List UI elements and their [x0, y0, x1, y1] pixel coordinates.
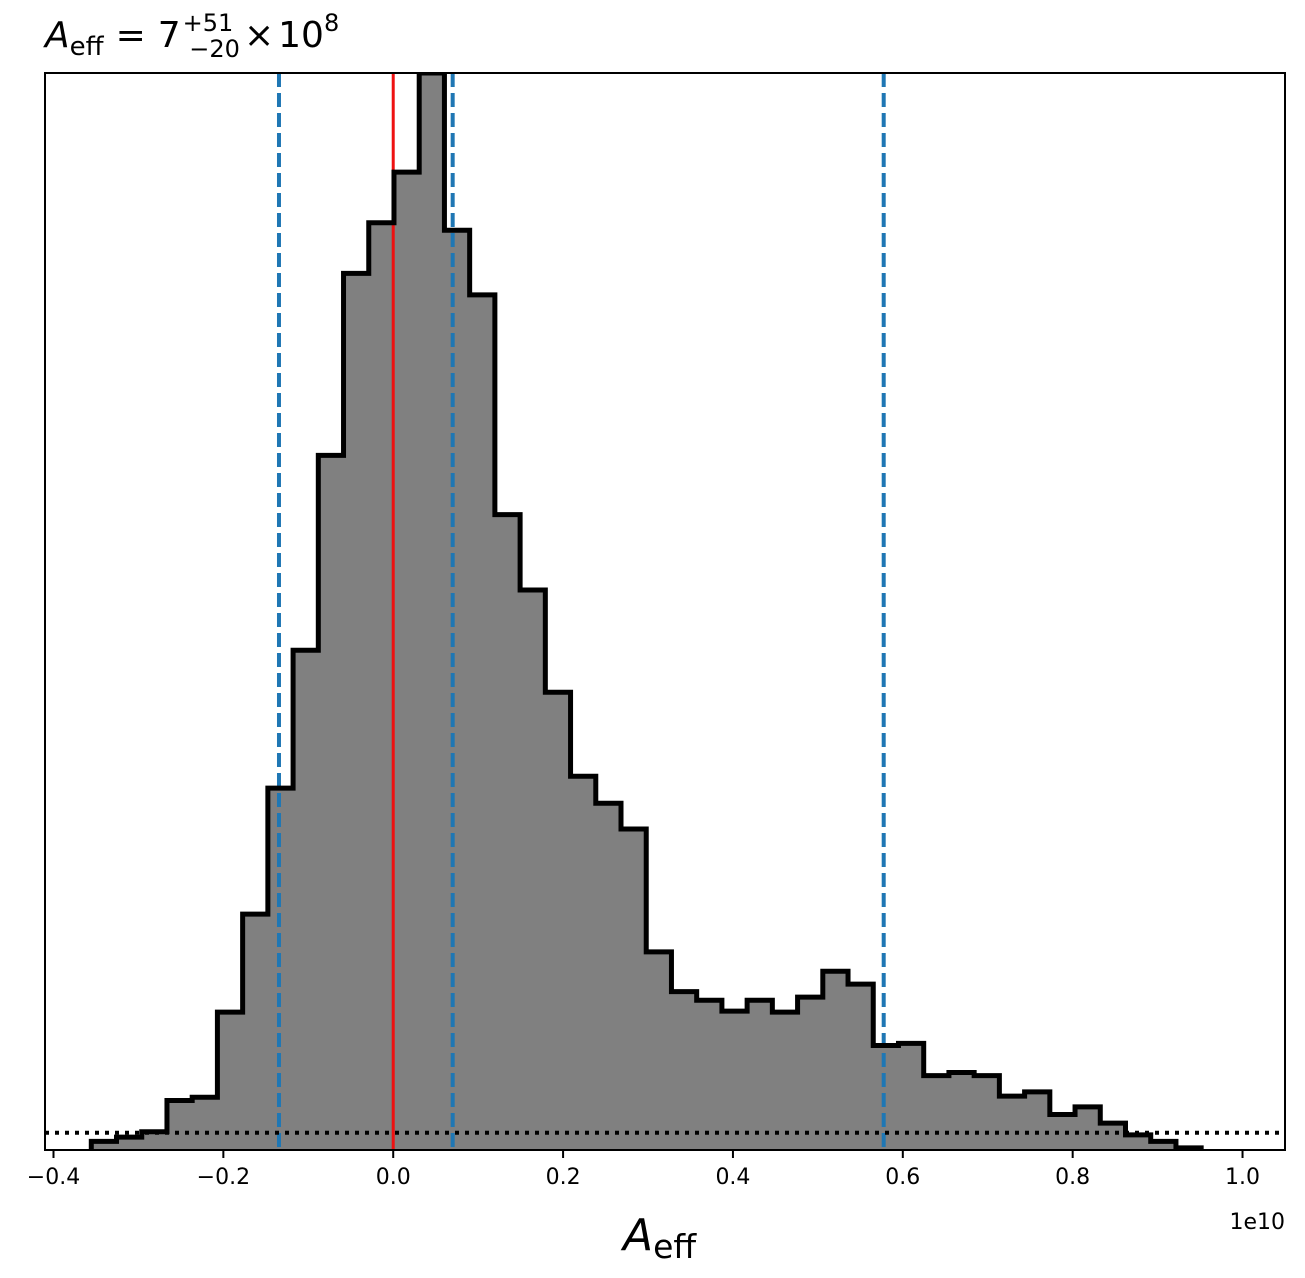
histogram-fill [91, 73, 1202, 1150]
title-upper-error: +51 [183, 9, 234, 37]
title-times: × [244, 15, 274, 56]
x-axis-label: Aeff [620, 1210, 697, 1266]
title-base: 10 [278, 15, 324, 56]
x-tick-label: 0.0 [376, 1165, 411, 1190]
x-tick-label: 0.6 [885, 1165, 920, 1190]
plot-area [45, 73, 1285, 1150]
title-mantissa: 7 [158, 15, 181, 56]
x-tick-label: −0.4 [27, 1165, 80, 1190]
x-tick-label: 0.4 [715, 1165, 750, 1190]
title-lower-error: −20 [189, 35, 240, 63]
title-equals: = [116, 15, 146, 56]
x-tick-label: 0.8 [1055, 1165, 1090, 1190]
x-axis-ticks: −0.4 −0.2 0.0 0.2 0.4 0.6 0.8 1.0 [27, 1150, 1260, 1190]
x-offset-label: 1e10 [1229, 1210, 1285, 1235]
title-symbol: A [43, 15, 70, 56]
xlabel-subscript: eff [653, 1227, 697, 1266]
histogram-outline [88, 73, 1204, 1150]
reference-lines [276, 73, 886, 1150]
title-subscript: eff [70, 32, 105, 62]
chart-title: Aeff = 7+51 −20 × 108 [43, 9, 339, 63]
axes-frame [44, 72, 1286, 1151]
title-exponent: 8 [324, 9, 339, 37]
xlabel-symbol: A [620, 1210, 653, 1261]
x-tick-label: 1.0 [1225, 1165, 1260, 1190]
x-tick-label: −0.2 [197, 1165, 250, 1190]
x-tick-label: 0.2 [546, 1165, 581, 1190]
